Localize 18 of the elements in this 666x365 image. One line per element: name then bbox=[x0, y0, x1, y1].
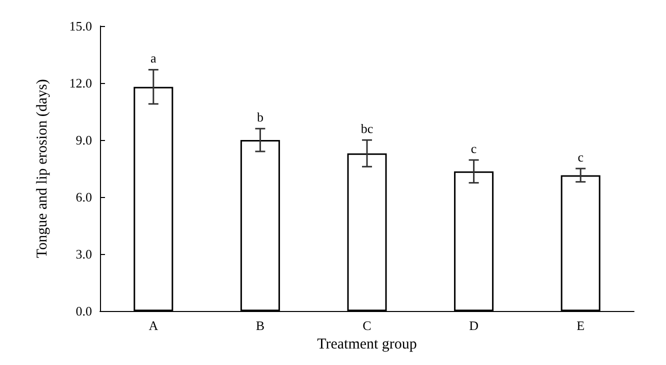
annotation: b bbox=[256, 110, 264, 125]
x-tick-label: A bbox=[148, 318, 159, 334]
y-tick-label: 3.0 bbox=[76, 246, 92, 262]
annotation: c bbox=[470, 140, 477, 156]
y-tick-label: 12.0 bbox=[69, 76, 92, 91]
x-tick-label: D bbox=[469, 318, 478, 334]
x-tick-label: E bbox=[576, 318, 585, 334]
y-tick-label: 0.0 bbox=[76, 304, 92, 319]
annotation: a bbox=[150, 50, 157, 66]
x-tick-label: B bbox=[256, 318, 265, 334]
x-tick-label: C bbox=[362, 318, 372, 334]
annotation: c bbox=[578, 150, 584, 165]
x-axis-title: Treatment group bbox=[317, 336, 417, 352]
y-axis-title: Tongue and lip erosion (days) bbox=[34, 79, 50, 258]
y-tick-label: 6.0 bbox=[76, 190, 92, 205]
y-tick-label: 9.0 bbox=[76, 132, 92, 148]
y-tick-label: 15.0 bbox=[69, 18, 92, 34]
annotation: bc bbox=[360, 121, 374, 136]
